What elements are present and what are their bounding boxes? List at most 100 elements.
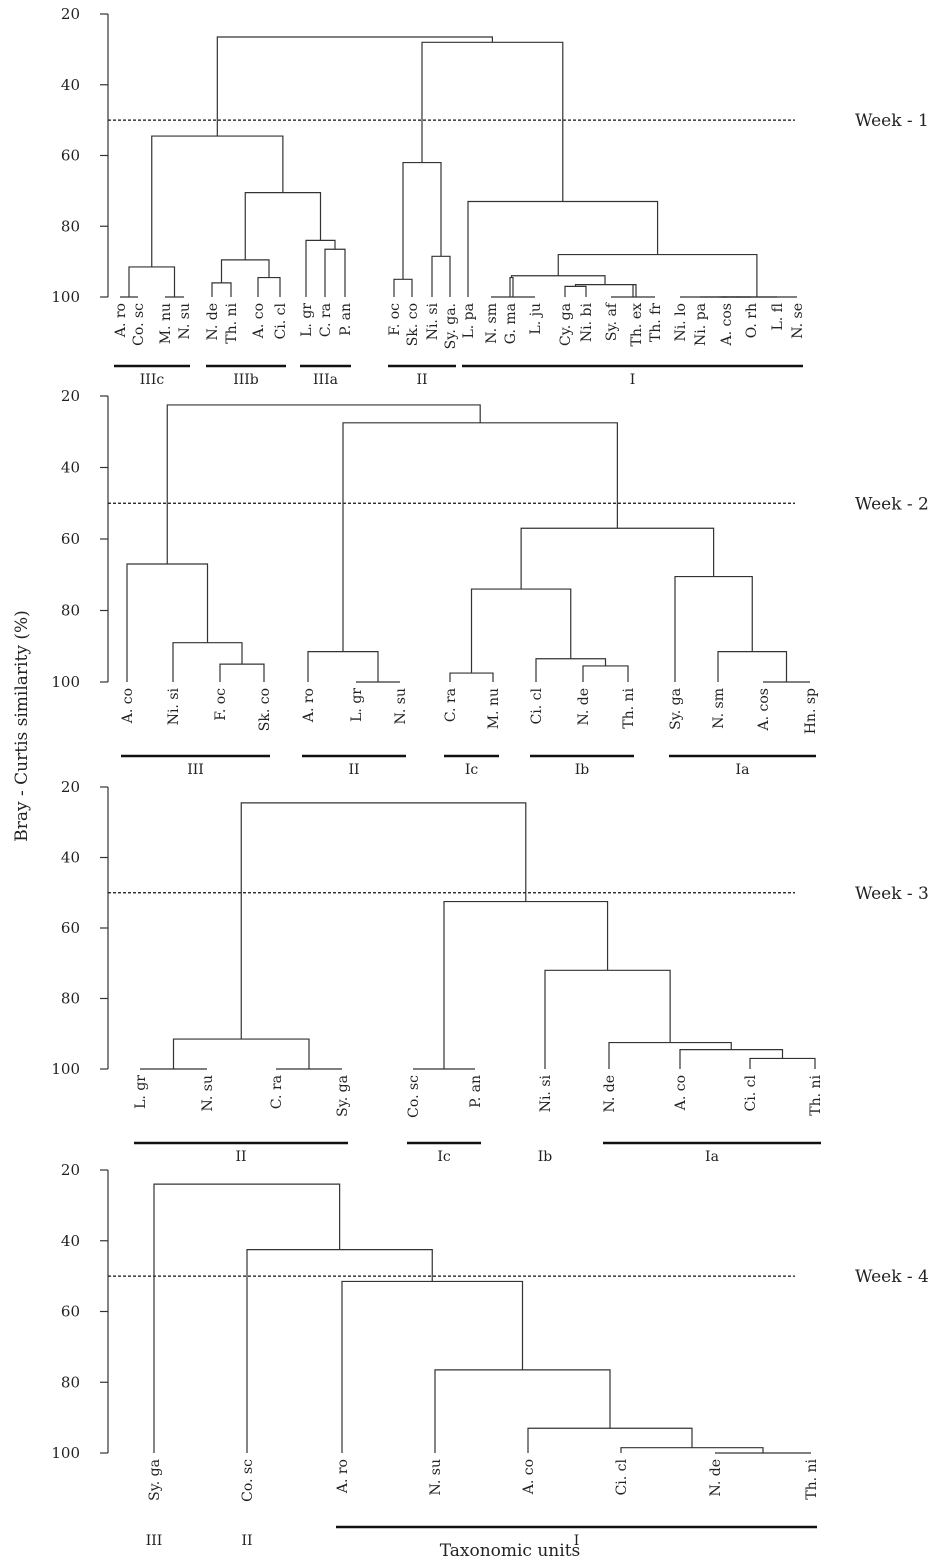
leaf-label: P. an <box>338 303 354 336</box>
group-label: Ib <box>575 762 590 778</box>
leaf-label: A. ro <box>113 303 129 338</box>
dendrogram-link <box>510 275 606 285</box>
leaf-label: A. ro <box>301 688 317 723</box>
y-tick-label: 60 <box>61 147 80 165</box>
dendrogram-link <box>128 266 176 297</box>
leaf-label: Th. ni <box>224 302 240 343</box>
leaf-label: L. fl <box>770 303 786 331</box>
leaf-label: N. de <box>708 1459 724 1497</box>
leaf-label: N. sm <box>484 303 500 344</box>
leaf-label: N. de <box>205 303 221 341</box>
dendrogram-link <box>393 278 413 297</box>
group-label: Ib <box>538 1149 553 1165</box>
panel-3: 20 40 60 80 100 Week - 3 L. gr N. su C. ra Sy. ga… <box>51 778 929 1165</box>
leaf-label: L. ju <box>528 303 544 335</box>
panel-1: 20 40 60 80 100 Week - 1 A. ro Co. sc M. nu N. su… <box>51 5 929 388</box>
leaf-label: A. cos <box>756 688 772 731</box>
dendrogram-link <box>608 1041 732 1069</box>
leaf-label: N. se <box>790 303 806 339</box>
group-label: Ia <box>705 1149 719 1165</box>
leaf-label: N. su <box>177 303 193 339</box>
y-axis-title: Bray - Curtis similarity (%) <box>12 610 32 842</box>
dendrogram-link <box>535 658 607 682</box>
leaf-label: Ci. cl <box>529 687 545 724</box>
group-label: II <box>241 1533 252 1549</box>
y-tick-label: 40 <box>61 459 80 477</box>
leaf-label: Cy. ga <box>558 303 574 346</box>
group-label: Ic <box>437 1149 451 1165</box>
leaf-label: F. oc <box>213 688 229 721</box>
leaf-label: Sk. co <box>405 303 421 346</box>
week-label: Week - 3 <box>855 884 929 904</box>
leaf-label: Co. sc <box>131 303 147 346</box>
dendrogram-link <box>153 1183 341 1453</box>
group-label: II <box>235 1149 246 1165</box>
leaf-label: Ni. si <box>166 687 182 725</box>
dendrogram-link <box>564 285 587 297</box>
y-tick-label: 40 <box>61 1232 80 1250</box>
panel-4: 20 40 60 80 100 Week - 4 Sy. ga Co. sc A. ro N. s… <box>51 1161 929 1549</box>
leaf-label: N. su <box>393 688 409 724</box>
leaf-label: Th. ni <box>621 687 637 728</box>
leaf-label: P. an <box>468 1075 484 1108</box>
group-label: IIIa <box>313 372 338 388</box>
y-tick-label: 20 <box>61 778 80 796</box>
dendrogram-link <box>172 1038 310 1069</box>
week-label: Week - 1 <box>855 111 929 131</box>
leaf-label: G. ma <box>503 303 519 344</box>
dendrogram-link <box>749 1057 816 1069</box>
leaf-label: F. oc <box>387 303 403 336</box>
group-label: IIIb <box>233 372 259 388</box>
leaf-label: M. nu <box>158 303 174 344</box>
leaf-label: A. ro <box>335 1459 351 1494</box>
dendrogram-link <box>211 282 232 297</box>
leaf-label: Th. ni <box>808 1074 824 1115</box>
leaf-label: Sy. ga. <box>443 303 459 349</box>
dendrogram-link <box>509 276 514 297</box>
dendrogram-link <box>717 651 788 682</box>
leaf-label: Ci. cl <box>273 302 289 339</box>
dendrogram-link <box>467 200 659 297</box>
dendrogram-link <box>527 1427 693 1453</box>
dendrogram-link <box>244 192 322 260</box>
y-tick-label: 80 <box>61 1373 80 1391</box>
x-axis-title: Taxonomic units <box>440 1541 581 1561</box>
leaf-label: Th. ni <box>804 1458 820 1499</box>
leaf-label: Ni. si <box>538 1074 554 1112</box>
panel-2: 20 40 60 80 100 Week - 2 A. co Ni. si F. oc Sk. c… <box>51 387 929 778</box>
dendrogram-link <box>166 404 481 565</box>
dendrogram-link <box>219 663 265 682</box>
leaf-label: Sy. ga <box>147 1459 163 1501</box>
leaf-label: L. gr <box>299 303 315 337</box>
group-label: II <box>416 372 427 388</box>
leaf-label: L. gr <box>133 1075 149 1109</box>
leaf-label: A. co <box>120 688 136 724</box>
leaf-label: Co. sc <box>240 1459 256 1502</box>
y-tick-label: 100 <box>51 1444 80 1462</box>
dendrogram-link <box>220 259 270 283</box>
dendrogram-link <box>470 588 572 674</box>
dendrogram-link <box>434 1369 611 1453</box>
leaf-label: A. co <box>251 303 267 339</box>
group-label: Ic <box>465 762 479 778</box>
y-tick-label: 80 <box>61 990 80 1008</box>
leaf-label: Ci. cl <box>743 1074 759 1111</box>
dendrogram-link <box>544 969 671 1069</box>
leaf-label: Ci. cl <box>614 1458 630 1495</box>
leaf-label: Ni. si <box>425 302 441 340</box>
leaf-label: A. cos <box>719 303 735 346</box>
dendrogram-link <box>679 1049 784 1069</box>
dendrogram-link <box>307 651 379 682</box>
leaf-label: N. de <box>576 688 592 726</box>
group-label: II <box>348 762 359 778</box>
y-tick-label: 100 <box>51 673 80 691</box>
leaf-label: C. ra <box>269 1075 285 1109</box>
week-label: Week - 2 <box>855 494 929 514</box>
leaf-label: N. de <box>602 1075 618 1113</box>
week-label: Week - 4 <box>855 1267 929 1287</box>
dendrogram-link <box>151 135 284 267</box>
leaf-label: C. ra <box>443 688 459 722</box>
leaf-label: A. co <box>521 1459 537 1495</box>
dendrogram-link <box>632 284 637 297</box>
